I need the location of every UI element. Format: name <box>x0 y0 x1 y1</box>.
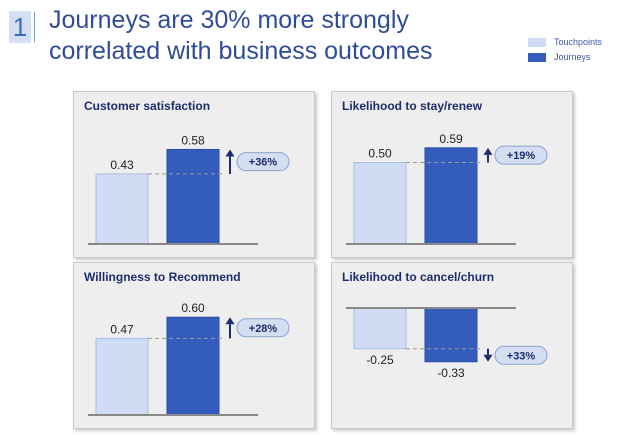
bar-touchpoints <box>353 162 407 245</box>
legend-swatch-touchpoints <box>528 38 546 47</box>
slide-number: 1 <box>9 11 31 43</box>
legend-label-journeys: Journeys <box>554 52 591 62</box>
chart-cancel-churn: -0.25 -0.33 +33% <box>346 307 548 380</box>
bar-touchpoints <box>95 173 149 245</box>
arrow-up-icon <box>483 147 493 155</box>
legend-label-touchpoints: Touchpoints <box>554 37 603 47</box>
legend-swatch-journeys <box>528 53 546 62</box>
value-label: 0.47 <box>110 322 134 336</box>
value-label: 0.60 <box>181 301 205 315</box>
title-divider <box>34 12 35 42</box>
chart-panel-recommend: Willingness to Recommend 0.47 0.60 +28% <box>73 262 315 429</box>
page-title: Journeys are 30% more strongly correlate… <box>49 6 433 65</box>
value-label: -0.33 <box>437 366 465 380</box>
value-label: 0.58 <box>181 133 205 147</box>
bar-journeys <box>424 307 478 363</box>
value-label: 0.59 <box>439 132 463 146</box>
bar-touchpoints <box>353 307 407 350</box>
arrow-down-icon <box>483 354 493 362</box>
chart-panel-cancel-churn: Likelihood to cancel/churn -0.25 -0.33 +33… <box>331 262 573 429</box>
change-badge <box>236 318 290 338</box>
chart-panel-stay-renew: Likelihood to stay/renew 0.50 0.59 +19% <box>331 91 573 258</box>
panel-title: Likelihood to cancel/churn <box>342 270 495 284</box>
arrow-up-icon <box>225 317 235 325</box>
bar-journeys <box>166 148 220 245</box>
chart-recommend: 0.47 0.60 +28% <box>88 301 290 416</box>
chart-stay-renew: 0.50 0.59 +19% <box>346 132 548 245</box>
chart-customer-satisfaction: 0.43 0.58 +36% <box>88 133 290 245</box>
bar-journeys <box>424 147 478 245</box>
bar-touchpoints <box>95 337 149 416</box>
change-badge <box>236 152 290 172</box>
panel-title: Customer satisfaction <box>84 99 211 113</box>
change-badge-label: +19% <box>507 150 536 162</box>
change-badge <box>494 145 548 165</box>
chart-panel-customer-satisfaction: Customer satisfaction 0.43 0.58 +36% <box>73 91 315 258</box>
bar-journeys <box>166 316 220 416</box>
arrow-up-icon <box>225 149 235 157</box>
value-label: -0.25 <box>366 353 394 367</box>
value-label: 0.50 <box>368 147 392 161</box>
change-badge <box>494 345 548 365</box>
change-badge-label: +33% <box>507 350 536 362</box>
panel-title: Willingness to Recommend <box>84 270 241 284</box>
value-label: 0.43 <box>110 158 134 172</box>
change-badge-label: +36% <box>249 157 278 169</box>
change-badge-label: +28% <box>249 323 278 335</box>
panel-title: Likelihood to stay/renew <box>342 99 483 113</box>
